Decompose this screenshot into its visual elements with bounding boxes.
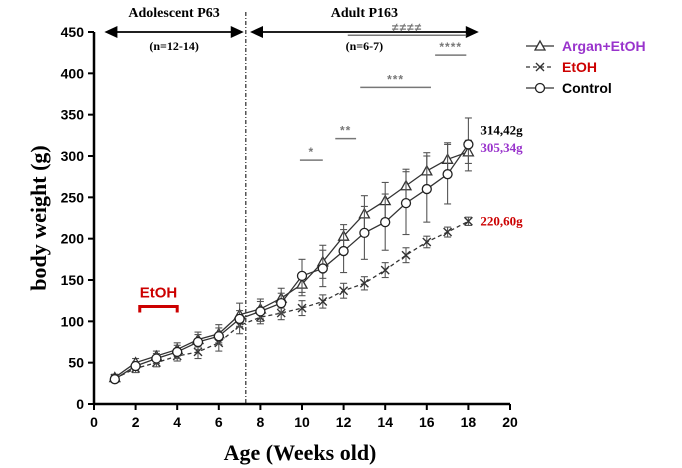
x-tick-label: 8: [257, 414, 265, 430]
series-layer: [108, 117, 475, 385]
x-tick-label: 2: [132, 414, 140, 430]
data-point: [318, 296, 328, 306]
data-point: [380, 216, 391, 228]
legend-label: Control: [562, 80, 612, 96]
data-point: [151, 353, 162, 364]
data-point: [422, 237, 432, 247]
data-point: [213, 331, 224, 342]
x-axis-label: Age (Weeks old): [224, 440, 377, 465]
y-tick-label: 150: [61, 272, 85, 288]
x-tick-label: 6: [215, 414, 223, 430]
y-tick-label: 200: [61, 231, 85, 247]
data-point: [192, 336, 204, 348]
y-tick-label: 50: [68, 355, 84, 371]
data-point: [442, 169, 453, 180]
data-point: [297, 303, 307, 313]
axes-layer: 0 50 100 150 200 250 300 350 400 450 0 2 4 6 8 10 12 14 16…: [61, 12, 518, 430]
etoh-treatment-bracket: [138, 304, 179, 313]
x-tick-label: 10: [294, 414, 310, 430]
data-point: [172, 346, 183, 358]
phase-label: Adolescent P63: [128, 6, 219, 21]
y-tick-label: 250: [61, 189, 85, 205]
end-value-label: 220,60g: [480, 213, 523, 228]
data-point: [359, 227, 370, 239]
x-tick-label: 16: [419, 414, 435, 430]
data-point: [109, 374, 120, 385]
phase-n-label: (n=6-7): [346, 39, 384, 53]
y-tick-label: 300: [61, 148, 85, 164]
data-point: [533, 39, 547, 51]
x-tick-label: 14: [377, 414, 393, 430]
series-control: [109, 117, 474, 385]
data-point: [296, 270, 308, 282]
x-tick-label: 18: [461, 414, 477, 430]
data-point: [130, 360, 141, 372]
data-point: [463, 139, 474, 150]
significance-label: *: [309, 145, 315, 159]
data-point: [380, 265, 390, 275]
legend-label: Argan+EtOH: [562, 38, 646, 54]
end-value-label: 305,34g: [480, 140, 523, 155]
phase-label: Adult P163: [331, 6, 398, 21]
series-line: [114, 220, 469, 379]
series-line: [114, 151, 469, 379]
significance-label: **: [340, 124, 351, 138]
significance-label: ≠≠≠≠: [392, 20, 422, 34]
data-point: [535, 62, 545, 72]
data-point: [317, 263, 328, 274]
data-point: [421, 183, 432, 195]
significance-label: ***: [387, 72, 404, 86]
legend-label: EtOH: [562, 59, 597, 75]
y-tick-label: 400: [61, 65, 85, 81]
data-point: [443, 227, 453, 237]
phase-arrow-right-head: [465, 26, 479, 38]
data-point: [338, 245, 349, 257]
data-point: [463, 216, 473, 226]
x-tick-label: 0: [90, 414, 98, 430]
data-point: [359, 278, 369, 288]
y-axis-label: body weight (g): [26, 145, 51, 290]
etoh-treatment-label: EtOH: [140, 284, 178, 301]
annotation-layer: Adolescent P63 (n=12-14) Adult P163 (n=6-7)…: [104, 6, 646, 313]
data-point: [401, 250, 411, 260]
legend: Argan+EtOH EtOH Control: [526, 38, 646, 96]
y-tick-label: 450: [61, 24, 85, 40]
data-point: [234, 313, 245, 325]
x-tick-label: 4: [173, 414, 181, 430]
y-tick-label: 350: [61, 107, 85, 123]
y-tick-label: 100: [61, 313, 85, 329]
x-tick-label: 12: [336, 414, 352, 430]
phase-n-label: (n=12-14): [149, 39, 199, 53]
x-tick-label: 20: [502, 414, 518, 430]
phase-arrow-right-head: [230, 26, 244, 38]
data-point: [339, 286, 349, 296]
y-tick-label: 0: [76, 396, 84, 412]
end-value-label: 314,42g: [480, 122, 523, 137]
significance-label: ****: [439, 40, 462, 54]
phase-arrow-left-head: [250, 26, 263, 38]
phase-arrow-left-head: [104, 26, 118, 38]
data-point: [400, 197, 412, 209]
data-point: [255, 306, 266, 317]
data-point: [534, 82, 546, 94]
series-argan-etoh: [108, 139, 475, 383]
data-point: [276, 297, 287, 309]
